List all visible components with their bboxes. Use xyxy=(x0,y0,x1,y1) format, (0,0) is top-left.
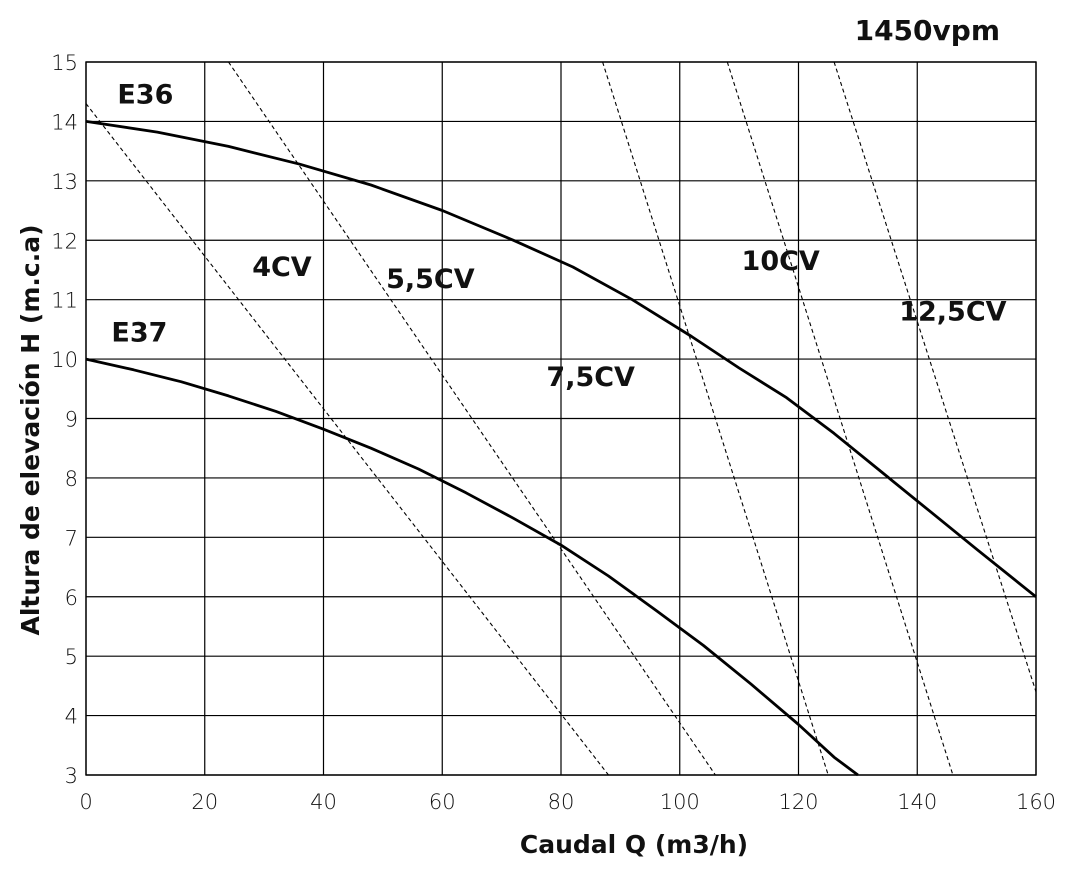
x-tick-label: 140 xyxy=(897,790,937,814)
y-axis-title: Altura de elevación H (m.c.a) xyxy=(16,224,45,635)
annotation-label: E37 xyxy=(111,317,167,348)
y-tick-label: 14 xyxy=(51,110,78,134)
y-tick-label: 3 xyxy=(65,764,78,788)
series-line xyxy=(85,357,859,777)
grid xyxy=(85,61,1037,776)
power-line xyxy=(726,61,954,776)
annotation-label: 7,5CV xyxy=(546,362,635,393)
x-tick-label: 0 xyxy=(79,790,92,814)
x-axis-ticks: 0 20 40 60 80 100 120 140 160 xyxy=(79,790,1056,814)
annotation-label: 4CV xyxy=(252,252,312,283)
power-line xyxy=(228,61,716,776)
x-tick-label: 160 xyxy=(1016,790,1056,814)
series-line xyxy=(85,120,1037,598)
x-tick-label: 100 xyxy=(660,790,700,814)
plot-frame xyxy=(85,61,1037,776)
y-tick-label: 5 xyxy=(65,645,78,669)
power-line xyxy=(85,103,609,776)
y-tick-label: 8 xyxy=(65,467,78,491)
annotation-label: 12,5CV xyxy=(899,296,1006,327)
y-tick-label: 13 xyxy=(51,170,78,194)
annotation-label: 5,5CV xyxy=(386,264,475,295)
y-tick-label: 9 xyxy=(65,408,78,432)
speed-label: 1450vpm xyxy=(855,14,1000,47)
power-lines xyxy=(85,61,1037,776)
x-tick-label: 40 xyxy=(310,790,337,814)
x-tick-label: 60 xyxy=(429,790,456,814)
y-tick-label: 6 xyxy=(65,586,78,610)
x-tick-label: 20 xyxy=(191,790,218,814)
power-line xyxy=(602,61,829,776)
performance-curves xyxy=(85,120,1037,777)
annotations: E36 E37 4CV 5,5CV 7,5CV 10CV 12,5CV xyxy=(111,80,1006,393)
annotation-label: 10CV xyxy=(742,246,820,277)
power-line xyxy=(833,61,1037,692)
y-tick-label: 15 xyxy=(51,51,78,75)
annotation-label: E36 xyxy=(117,80,173,111)
y-tick-label: 11 xyxy=(51,289,78,313)
y-tick-label: 4 xyxy=(65,705,78,729)
y-tick-label: 10 xyxy=(51,348,78,372)
x-tick-label: 120 xyxy=(778,790,818,814)
y-tick-label: 12 xyxy=(51,229,78,253)
x-tick-label: 80 xyxy=(548,790,575,814)
y-tick-label: 7 xyxy=(65,526,78,550)
y-axis-ticks: 3 4 5 6 7 8 9 10 11 12 13 14 15 xyxy=(51,51,78,788)
x-axis-title: Caudal Q (m3/h) xyxy=(520,830,748,859)
